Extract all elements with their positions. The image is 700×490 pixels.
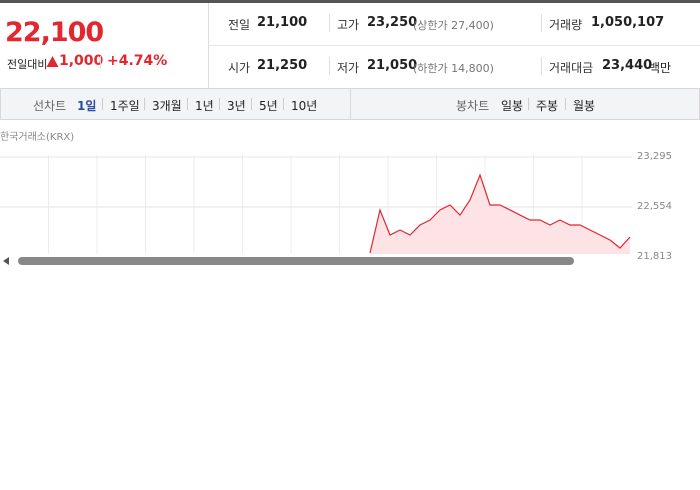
stat-label: 전일 bbox=[228, 18, 251, 32]
tab-separator bbox=[187, 98, 188, 110]
divider bbox=[208, 3, 209, 88]
price-line bbox=[369, 173, 631, 254]
divider bbox=[329, 14, 330, 32]
divider bbox=[350, 89, 351, 119]
period-tab[interactable]: 5년 bbox=[259, 99, 278, 113]
divider bbox=[329, 57, 330, 75]
stat-note: (하한가 14,800) bbox=[413, 62, 494, 75]
scrollbar[interactable] bbox=[18, 257, 574, 265]
stat-label: 저가 bbox=[337, 61, 360, 75]
tab-separator bbox=[565, 98, 566, 110]
stat-value: 23,440 bbox=[602, 58, 653, 73]
candle-tab[interactable]: 월봉 bbox=[573, 99, 596, 113]
stat-value: 21,050 bbox=[367, 58, 418, 73]
area bbox=[370, 175, 630, 254]
chart-source: 한국거래소(KRX) bbox=[0, 131, 74, 143]
stat-label: 고가 bbox=[337, 18, 360, 32]
stat-value: 23,250 bbox=[367, 15, 418, 30]
period-tab[interactable]: 1주일 bbox=[110, 99, 140, 113]
change-label: 전일대비 bbox=[7, 58, 48, 71]
stat-value: 21,100 bbox=[257, 15, 308, 30]
y-tick-label: 22,554 bbox=[637, 201, 672, 212]
y-tick-label: 23,295 bbox=[637, 151, 672, 162]
period-tab[interactable]: 3년 bbox=[227, 99, 246, 113]
tab-separator bbox=[102, 98, 103, 110]
period-tab[interactable]: 10년 bbox=[291, 99, 318, 113]
tab-group-label: 선차트 bbox=[33, 99, 67, 113]
period-tab[interactable]: 1일 bbox=[77, 99, 97, 113]
candle-tab[interactable]: 일봉 bbox=[501, 99, 524, 113]
up-arrow bbox=[46, 56, 59, 67]
candle-tab[interactable]: 주봉 bbox=[536, 99, 559, 113]
stat-label: 거래량 bbox=[549, 18, 583, 32]
divider bbox=[541, 57, 542, 75]
chart: 한국거래소(KRX) 23,295 22,554 21,813 bbox=[0, 131, 672, 265]
period-tab[interactable]: 1년 bbox=[195, 99, 214, 113]
tab-separator bbox=[144, 98, 145, 110]
change-rate: +4.74% bbox=[107, 53, 168, 69]
divider bbox=[541, 14, 542, 32]
y-tick-label: 21,813 bbox=[637, 251, 672, 262]
tab-separator bbox=[219, 98, 220, 110]
scroll-left[interactable] bbox=[3, 257, 9, 265]
stat-value: 21,250 bbox=[257, 58, 308, 73]
top-bar bbox=[0, 0, 700, 3]
stat-label: 거래대금 bbox=[549, 61, 594, 75]
tab-separator bbox=[528, 98, 529, 110]
stat-value: 1,050,107 bbox=[591, 15, 665, 30]
price: 22,100 bbox=[5, 17, 104, 48]
period-tab[interactable]: 3개월 bbox=[152, 99, 182, 113]
change: 1,000 bbox=[59, 53, 104, 69]
tab-group-label: 봉차트 bbox=[456, 99, 490, 113]
stat-label: 시가 bbox=[228, 61, 251, 75]
tab-separator bbox=[283, 98, 284, 110]
stat-note: (상한가 27,400) bbox=[413, 19, 494, 32]
divider bbox=[100, 56, 101, 68]
divider bbox=[209, 45, 700, 46]
tab-separator bbox=[251, 98, 252, 110]
stat-unit: 백만 bbox=[649, 61, 672, 75]
